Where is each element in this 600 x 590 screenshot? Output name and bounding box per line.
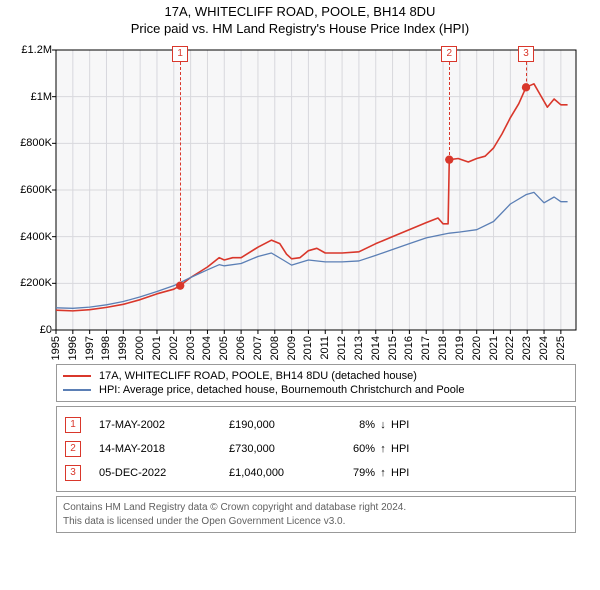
attribution: Contains HM Land Registry data © Crown c…: [56, 496, 576, 533]
x-tick-label: 2000: [134, 336, 146, 360]
x-tick-label: 2011: [319, 336, 331, 360]
x-tick-label: 2009: [286, 336, 298, 360]
legend-swatch: [63, 375, 91, 377]
legend-label: HPI: Average price, detached house, Bour…: [99, 384, 464, 396]
sale-id-marker: 1: [65, 417, 81, 433]
x-tick-label: 2008: [269, 336, 281, 360]
x-tick-label: 1999: [117, 336, 129, 360]
x-tick-label: 2010: [302, 336, 314, 360]
sale-hpi-label: HPI: [391, 443, 409, 455]
attribution-line-2: This data is licensed under the Open Gov…: [63, 515, 569, 529]
y-tick-label: £200K: [4, 277, 52, 289]
sale-date: 17-MAY-2002: [99, 419, 229, 431]
x-tick-label: 2018: [437, 336, 449, 360]
x-tick-label: 2022: [504, 336, 516, 360]
y-tick-label: £600K: [4, 184, 52, 196]
x-tick-label: 2004: [201, 336, 213, 360]
sale-id-marker: 2: [65, 441, 81, 457]
x-tick-label: 1997: [84, 336, 96, 360]
sale-marker-line: [449, 62, 450, 160]
arrow-up-icon: ↑: [375, 443, 391, 455]
x-tick-label: 2005: [218, 336, 230, 360]
sale-row: 1 17-MAY-2002£190,0008%↓HPI: [65, 413, 567, 437]
y-tick-label: £0: [4, 324, 52, 336]
sale-marker-box: 3: [518, 46, 534, 62]
x-tick-label: 2023: [521, 336, 533, 360]
attribution-line-1: Contains HM Land Registry data © Crown c…: [63, 501, 569, 515]
y-tick-label: £1.2M: [4, 44, 52, 56]
chart-subtitle: Price paid vs. HM Land Registry's House …: [0, 21, 600, 36]
legend-label: 17A, WHITECLIFF ROAD, POOLE, BH14 8DU (d…: [99, 370, 417, 382]
sale-row: 3 05-DEC-2022£1,040,00079%↑HPI: [65, 461, 567, 485]
sale-price: £1,040,000: [229, 467, 339, 479]
sale-marker-line: [526, 62, 527, 87]
legend-row: 17A, WHITECLIFF ROAD, POOLE, BH14 8DU (d…: [63, 369, 569, 383]
sale-marker-box: 1: [172, 46, 188, 62]
legend-swatch: [63, 389, 91, 391]
x-tick-label: 2006: [235, 336, 247, 360]
sale-pct: 79%: [339, 467, 375, 479]
sale-pct: 60%: [339, 443, 375, 455]
x-tick-label: 1996: [67, 336, 79, 360]
chart-title: 17A, WHITECLIFF ROAD, POOLE, BH14 8DU: [0, 4, 600, 19]
x-tick-label: 2013: [353, 336, 365, 360]
sale-hpi-label: HPI: [391, 467, 409, 479]
x-tick-label: 2019: [454, 336, 466, 360]
sale-hpi-label: HPI: [391, 419, 409, 431]
arrow-down-icon: ↓: [375, 419, 391, 431]
x-tick-label: 1995: [50, 336, 62, 360]
sale-pct: 8%: [339, 419, 375, 431]
x-tick-label: 2017: [420, 336, 432, 360]
sale-id-marker: 3: [65, 465, 81, 481]
x-tick-label: 2012: [336, 336, 348, 360]
sale-row: 2 14-MAY-2018£730,00060%↑HPI: [65, 437, 567, 461]
x-tick-label: 2025: [555, 336, 567, 360]
y-tick-label: £800K: [4, 137, 52, 149]
sale-price: £730,000: [229, 443, 339, 455]
x-tick-label: 2016: [403, 336, 415, 360]
sale-marker-box: 2: [441, 46, 457, 62]
x-tick-label: 2024: [538, 336, 550, 360]
y-tick-label: £400K: [4, 231, 52, 243]
x-tick-label: 2014: [370, 336, 382, 360]
x-tick-label: 2020: [471, 336, 483, 360]
legend: 17A, WHITECLIFF ROAD, POOLE, BH14 8DU (d…: [56, 364, 576, 402]
x-tick-label: 2002: [168, 336, 180, 360]
x-tick-label: 2021: [488, 336, 500, 360]
sale-price: £190,000: [229, 419, 339, 431]
plot-svg: [0, 40, 600, 360]
x-tick-label: 2007: [252, 336, 264, 360]
chart-container: 17A, WHITECLIFF ROAD, POOLE, BH14 8DU Pr…: [0, 4, 600, 533]
plot-area: £0 £200K £400K £600K £800K £1M £1.2M 1995 1996 19…: [0, 40, 600, 360]
y-tick-label: £1M: [4, 91, 52, 103]
x-tick-label: 2003: [185, 336, 197, 360]
x-tick-label: 1998: [100, 336, 112, 360]
x-tick-label: 2001: [151, 336, 163, 360]
sale-date: 14-MAY-2018: [99, 443, 229, 455]
x-tick-label: 2015: [387, 336, 399, 360]
arrow-up-icon: ↑: [375, 467, 391, 479]
sale-marker-line: [180, 62, 181, 286]
legend-row: HPI: Average price, detached house, Bour…: [63, 383, 569, 397]
sale-date: 05-DEC-2022: [99, 467, 229, 479]
sales-table: 117-MAY-2002£190,0008%↓HPI214-MAY-2018£7…: [56, 406, 576, 492]
